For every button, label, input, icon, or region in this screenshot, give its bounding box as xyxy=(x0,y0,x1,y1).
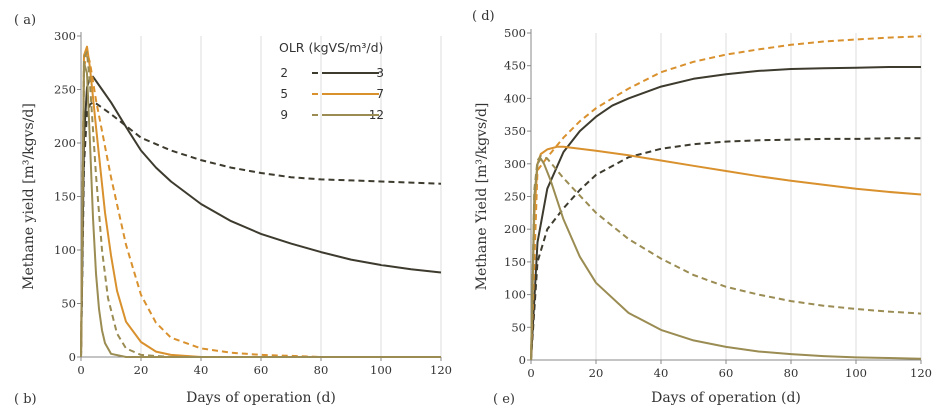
x-tick-label: 40 xyxy=(654,366,669,380)
series-line-right-9 xyxy=(530,155,922,361)
panel-label-a: ( a) xyxy=(14,13,36,28)
chart-left: 0 20 40 60 80 100 120 0 50 100 150 200 250 300 Days of… xyxy=(21,29,452,406)
y-tick-label: 0 xyxy=(69,350,76,364)
x-tick-label: 60 xyxy=(719,366,734,380)
x-tick-label: 20 xyxy=(589,366,604,380)
legend: OLR (kgVS/m³/d) 2 35 79 12 xyxy=(279,40,384,122)
chart-right: 0 20 40 60 80 100 120 0 50 100 150 200 250 300 350 400 4… xyxy=(474,26,932,406)
x-tick-label: 0 xyxy=(77,363,84,377)
y-tick-label: 0 xyxy=(519,353,526,367)
x-tick-label: 100 xyxy=(370,363,392,377)
y-tick-label: 200 xyxy=(54,136,76,150)
x-tick-label: 120 xyxy=(910,366,932,380)
y-tick-label: 350 xyxy=(504,124,526,138)
series-line-left-12 xyxy=(80,61,441,358)
x-tick-label: 40 xyxy=(194,363,209,377)
series-line-right-2 xyxy=(530,137,921,361)
x-tick-label: 80 xyxy=(314,363,329,377)
legend-label-3: 3 xyxy=(376,66,384,80)
y-axis-title: Methane Yield [m³/kgvs/d] xyxy=(474,103,490,291)
x-tick-label: 0 xyxy=(527,366,534,380)
legend-label-7: 7 xyxy=(376,87,384,101)
panel-label-b: ( b) xyxy=(14,392,37,407)
x-tick-label: 120 xyxy=(430,363,452,377)
y-axis-title: Methane yield [m³/kgvs/d] xyxy=(21,103,37,290)
y-tick-label: 150 xyxy=(54,190,76,204)
y-tick-label: 100 xyxy=(504,288,526,302)
y-tick-label: 500 xyxy=(504,26,526,40)
x-axis-title: Days of operation (d) xyxy=(186,390,336,406)
x-tick-label: 60 xyxy=(254,363,269,377)
y-tick-label: 200 xyxy=(504,222,526,236)
y-tick-label: 250 xyxy=(54,83,76,97)
y-tick-label: 150 xyxy=(504,255,526,269)
x-axis-title: Days of operation (d) xyxy=(651,390,801,406)
legend-label-5: 5 xyxy=(280,87,288,101)
panel-label-e: ( e) xyxy=(493,392,515,407)
x-tick-label: 100 xyxy=(845,366,867,380)
y-tick-label: 300 xyxy=(54,29,76,43)
series-line-left-2 xyxy=(80,101,442,358)
legend-rows: 2 35 79 12 xyxy=(280,66,384,122)
y-tick-label: 300 xyxy=(504,157,526,171)
y-tick-label: 100 xyxy=(54,243,76,257)
y-tick-label: 450 xyxy=(504,59,526,73)
x-tick-label: 80 xyxy=(784,366,799,380)
series-line-left-9 xyxy=(80,51,441,358)
legend-label-9: 9 xyxy=(280,108,288,122)
y-tick-label: 50 xyxy=(61,297,76,311)
y-tick-label: 50 xyxy=(511,320,526,334)
panel-label-d: ( d) xyxy=(472,9,495,24)
legend-title: OLR (kgVS/m³/d) xyxy=(279,40,383,55)
series-line-right-12 xyxy=(530,157,922,361)
y-tick-label: 250 xyxy=(504,190,526,204)
series-line-right-5 xyxy=(530,35,922,361)
y-tick-label: 400 xyxy=(504,91,526,105)
x-tick-label: 20 xyxy=(134,363,149,377)
series-line-right-3 xyxy=(530,66,921,361)
legend-label-2: 2 xyxy=(280,66,288,80)
